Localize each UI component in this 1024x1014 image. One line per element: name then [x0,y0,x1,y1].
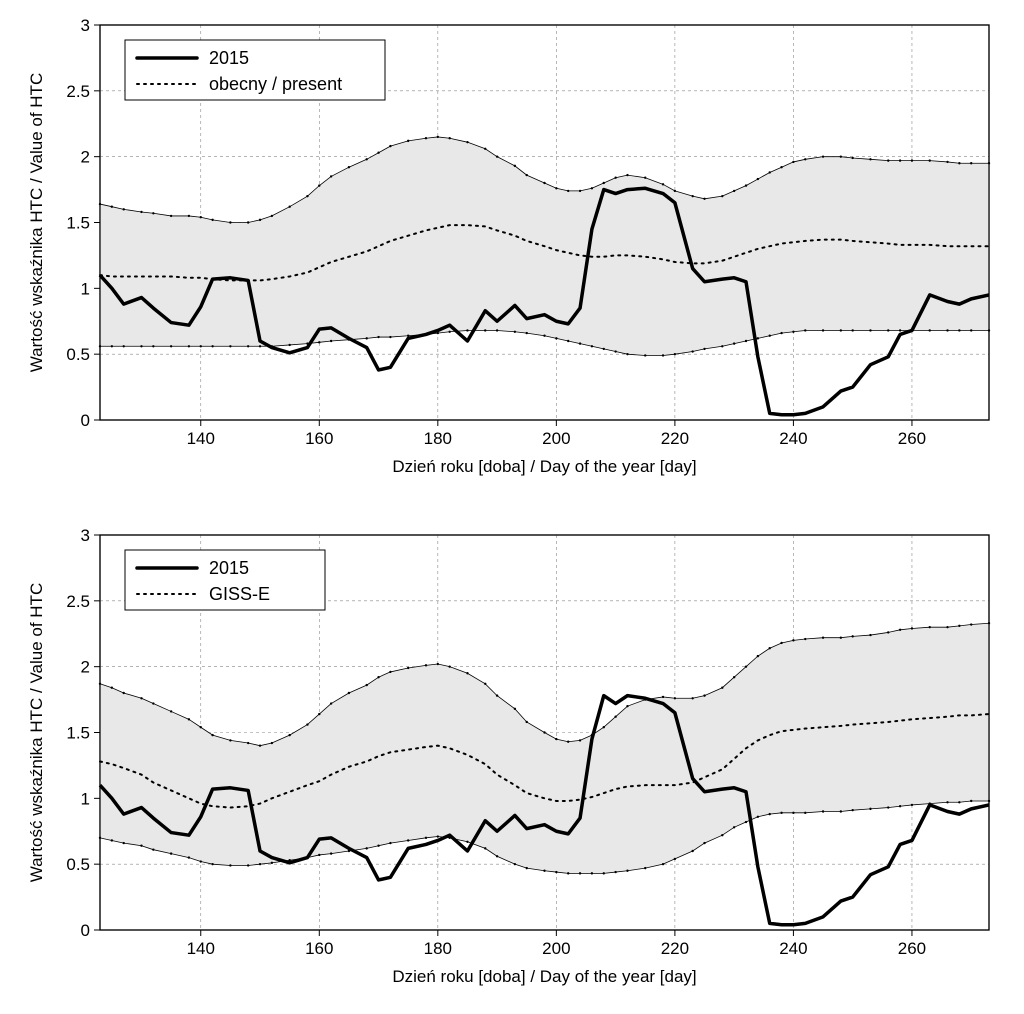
svg-text:0.5: 0.5 [66,855,90,874]
svg-text:2: 2 [81,148,90,167]
svg-text:obecny / present: obecny / present [209,74,342,94]
svg-text:2.5: 2.5 [66,82,90,101]
svg-text:Dzień roku [doba] / Day of the: Dzień roku [doba] / Day of the year [day… [392,967,696,986]
svg-text:0.5: 0.5 [66,345,90,364]
svg-text:2015: 2015 [209,558,249,578]
chart-bottom: 140 160 180 200 220 240 260 0 0.5 1 1.5 2 2.5 3 Dzień … [20,520,1004,1000]
svg-text:1: 1 [81,279,90,298]
svg-text:140: 140 [187,939,215,958]
svg-text:240: 240 [779,429,807,448]
chart-bottom-svg: 140 160 180 200 220 240 260 0 0.5 1 1.5 2 2.5 3 Dzień … [20,520,1004,1000]
svg-text:Dzień roku [doba] / Day of the: Dzień roku [doba] / Day of the year [day… [392,457,696,476]
svg-text:220: 220 [661,939,689,958]
chart-top: 140 160 180 200 220 240 260 0 0.5 1 1.5 2 2.5 3 Dzień … [20,10,1004,490]
svg-text:3: 3 [81,526,90,545]
svg-text:GISS-E: GISS-E [209,584,270,604]
svg-text:1.5: 1.5 [66,724,90,743]
svg-text:0: 0 [81,921,90,940]
svg-text:Wartość wskaźnika HTC / Value: Wartość wskaźnika HTC / Value of HTC [27,583,46,882]
svg-text:240: 240 [779,939,807,958]
svg-text:2015: 2015 [209,48,249,68]
svg-text:2: 2 [81,658,90,677]
svg-text:Wartość wskaźnika HTC / Value: Wartość wskaźnika HTC / Value of HTC [27,73,46,372]
svg-text:3: 3 [81,16,90,35]
svg-text:1: 1 [81,789,90,808]
svg-text:160: 160 [305,939,333,958]
svg-text:200: 200 [542,939,570,958]
svg-text:1.5: 1.5 [66,214,90,233]
svg-text:140: 140 [187,429,215,448]
svg-text:0: 0 [81,411,90,430]
svg-text:200: 200 [542,429,570,448]
svg-text:2.5: 2.5 [66,592,90,611]
svg-text:180: 180 [424,939,452,958]
svg-text:260: 260 [898,939,926,958]
svg-text:260: 260 [898,429,926,448]
chart-top-svg: 140 160 180 200 220 240 260 0 0.5 1 1.5 2 2.5 3 Dzień … [20,10,1004,490]
svg-text:180: 180 [424,429,452,448]
svg-text:160: 160 [305,429,333,448]
svg-text:220: 220 [661,429,689,448]
